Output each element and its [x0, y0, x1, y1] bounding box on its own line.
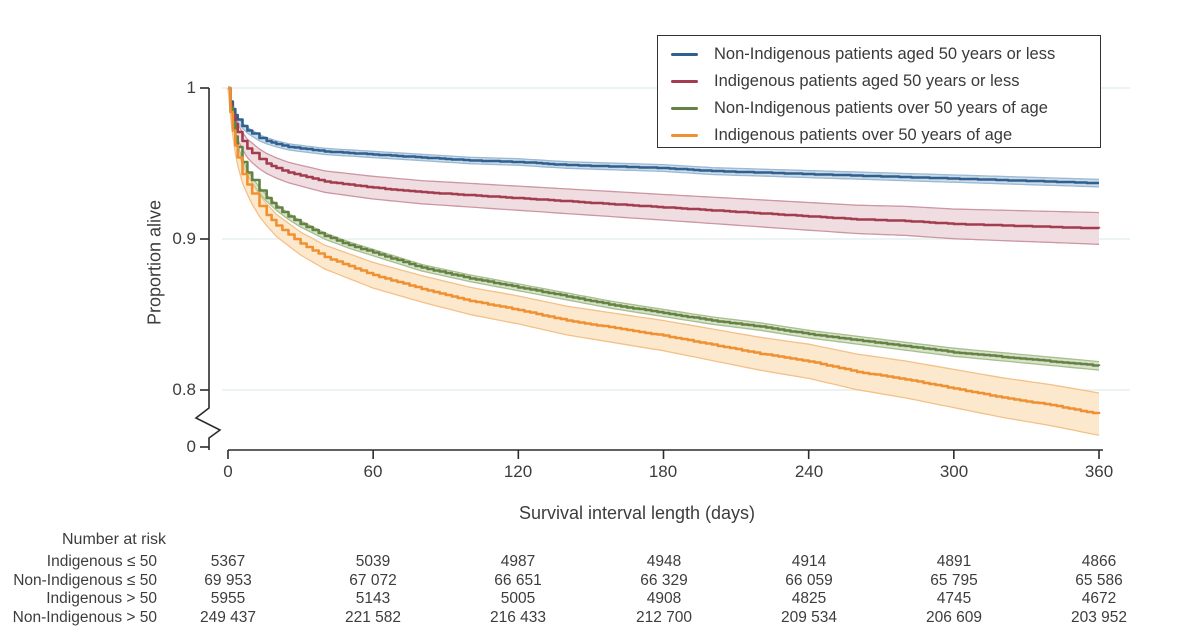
- risk-value: 69 953: [204, 571, 252, 589]
- ci-upper-series-2: [227, 87, 1100, 363]
- y-axis-with-break: [194, 88, 222, 450]
- risk-value: 4914: [791, 553, 827, 570]
- x-tick-label: 180: [648, 462, 678, 481]
- y-tick-label: 0.8: [172, 380, 196, 399]
- legend-item-label: Indigenous patients over 50 years of age: [714, 126, 1013, 144]
- risk-value: 4672: [1081, 590, 1117, 607]
- y-tick-label: 1: [186, 78, 196, 97]
- risk-value: 4825: [791, 590, 827, 607]
- risk-value: 65 795: [930, 571, 978, 589]
- x-tick-label: 60: [363, 462, 383, 481]
- x-tick-label: 120: [503, 462, 533, 481]
- survival-line-series-3: [228, 86, 1101, 415]
- risk-value: 66 059: [785, 571, 833, 589]
- risk-value: 4745: [936, 590, 972, 607]
- x-tick-label: 300: [939, 462, 969, 481]
- risk-value: 66 651: [494, 571, 542, 589]
- x-tick-label: 360: [1084, 462, 1114, 481]
- ci-lower-series-1: [227, 87, 1100, 245]
- risk-value: 5039: [355, 553, 391, 570]
- risk-value: 212 700: [635, 608, 693, 626]
- risk-table-title: Number at risk: [62, 531, 167, 548]
- ci-band-series-3: [228, 88, 1099, 436]
- legend-line-swatch-icon: [671, 53, 698, 56]
- ci-upper-series-3: [227, 87, 1100, 394]
- risk-value: 203 952: [1070, 608, 1128, 626]
- ci-lower-series-0: [227, 87, 1100, 188]
- risk-value: 67 072: [349, 571, 397, 589]
- y-tick-label: 0: [186, 437, 196, 456]
- risk-row-label: Indigenous ≤ 50: [46, 553, 157, 570]
- risk-value: 66 329: [640, 571, 688, 589]
- legend-item-label: Non-Indigenous patients aged 50 years or…: [714, 45, 1056, 63]
- x-axis-title: Survival interval length (days): [518, 503, 756, 523]
- legend-item-label: Non-Indigenous patients over 50 years of…: [714, 99, 1048, 117]
- risk-value: 4987: [500, 553, 536, 570]
- ci-upper-series-1: [227, 87, 1100, 214]
- legend-line-swatch-icon: [671, 107, 698, 110]
- x-tick-label: 240: [794, 462, 824, 481]
- risk-value: 5005: [500, 590, 536, 607]
- risk-value: 5143: [355, 590, 391, 607]
- legend-line-swatch-icon: [671, 80, 698, 83]
- risk-value: 5367: [210, 553, 246, 570]
- risk-row-label: Non-Indigenous > 50: [12, 608, 157, 626]
- ci-lower-series-3: [227, 87, 1100, 436]
- survival-line-series-2: [228, 86, 1101, 367]
- y-tick-label: 0.9: [172, 229, 196, 248]
- legend-line-swatch-icon: [671, 134, 698, 137]
- legend-item-indigenous-le-50: Indigenous patients aged 50 years or les…: [658, 68, 1100, 95]
- risk-value: 4948: [646, 553, 682, 570]
- legend-item-non-indigenous-le-50: Non-Indigenous patients aged 50 years or…: [658, 41, 1100, 68]
- legend-box: Non-Indigenous patients aged 50 years or…: [657, 35, 1101, 148]
- legend-item-non-indigenous-over-50: Non-Indigenous patients over 50 years of…: [658, 95, 1100, 122]
- survival-line-series-1: [228, 86, 1101, 230]
- risk-row-label: Non-Indigenous ≤ 50: [13, 571, 157, 589]
- risk-value: 209 534: [780, 608, 838, 626]
- risk-value: 221 582: [344, 608, 402, 626]
- ci-upper-series-0: [227, 87, 1100, 181]
- risk-value: 249 437: [199, 608, 257, 626]
- risk-value: 4908: [646, 590, 682, 607]
- survival-line-series-0: [228, 86, 1099, 185]
- legend-item-label: Indigenous patients aged 50 years or les…: [714, 72, 1020, 90]
- risk-value: 65 586: [1075, 571, 1123, 589]
- risk-row-label: Indigenous > 50: [46, 590, 157, 607]
- risk-value: 216 433: [489, 608, 547, 626]
- risk-value: 206 609: [925, 608, 983, 626]
- y-axis-title: Proportion alive: [144, 199, 165, 326]
- risk-value: 5955: [210, 590, 246, 607]
- risk-value: 4866: [1081, 553, 1117, 570]
- risk-value: 4891: [936, 553, 972, 570]
- legend-item-indigenous-over-50: Indigenous patients over 50 years of age: [658, 122, 1100, 149]
- ci-lower-series-2: [227, 87, 1100, 371]
- x-tick-label: 0: [223, 462, 233, 481]
